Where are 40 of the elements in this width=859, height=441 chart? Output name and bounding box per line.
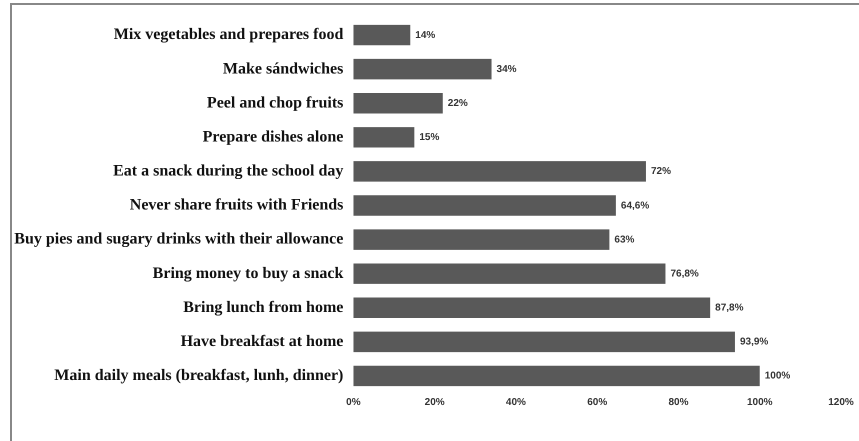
data-label: 15% (419, 132, 440, 144)
bar (353, 366, 760, 386)
bar (353, 127, 414, 148)
y-tick-label: Eat a snack during the school day (113, 162, 344, 180)
x-tick-label: 60% (587, 396, 608, 408)
y-tick-label: Bring money to buy a snack (152, 264, 344, 282)
y-tick-label: Peel and chop fruits (206, 94, 344, 112)
y-tick-label: Main daily meals (breakfast, lunh, dinner) (54, 367, 344, 384)
x-tick-label: 20% (424, 396, 445, 408)
data-label: 76,8% (670, 268, 699, 280)
data-label: 93,9% (740, 336, 768, 348)
x-tick-label: 120% (828, 396, 854, 408)
data-label: 64,6% (620, 200, 650, 212)
bar (353, 24, 410, 46)
bar (353, 93, 443, 114)
bar (353, 195, 616, 216)
x-tick-label: 0% (346, 396, 361, 408)
bar (353, 332, 735, 352)
y-tick-label: Mix vegetables and prepares food (114, 26, 344, 44)
bar (353, 298, 710, 318)
bar (353, 263, 666, 284)
y-tick-label: Never share fruits with Friends (130, 196, 344, 214)
bar (353, 161, 646, 182)
y-tick-label: Make sándwiches (222, 60, 344, 78)
data-label: 34% (496, 64, 517, 75)
x-tick-label: 100% (746, 396, 773, 408)
data-label: 87,8% (715, 302, 744, 314)
x-tick-label: 80% (668, 396, 689, 408)
y-tick-label: Have breakfast at home (180, 333, 344, 350)
data-label: 100% (764, 370, 790, 382)
data-label: 14% (415, 30, 436, 41)
data-label: 63% (614, 234, 635, 246)
data-label: 22% (448, 98, 468, 109)
data-label: 72% (650, 166, 672, 178)
y-tick-label: Buy pies and sugary drinks with their allowance (14, 230, 344, 248)
bar (353, 58, 492, 80)
y-tick-label: Prepare dishes alone (202, 128, 344, 146)
bar (353, 229, 610, 250)
y-tick-label: Bring lunch from home (183, 298, 344, 316)
x-tick-label: 40% (506, 396, 526, 408)
